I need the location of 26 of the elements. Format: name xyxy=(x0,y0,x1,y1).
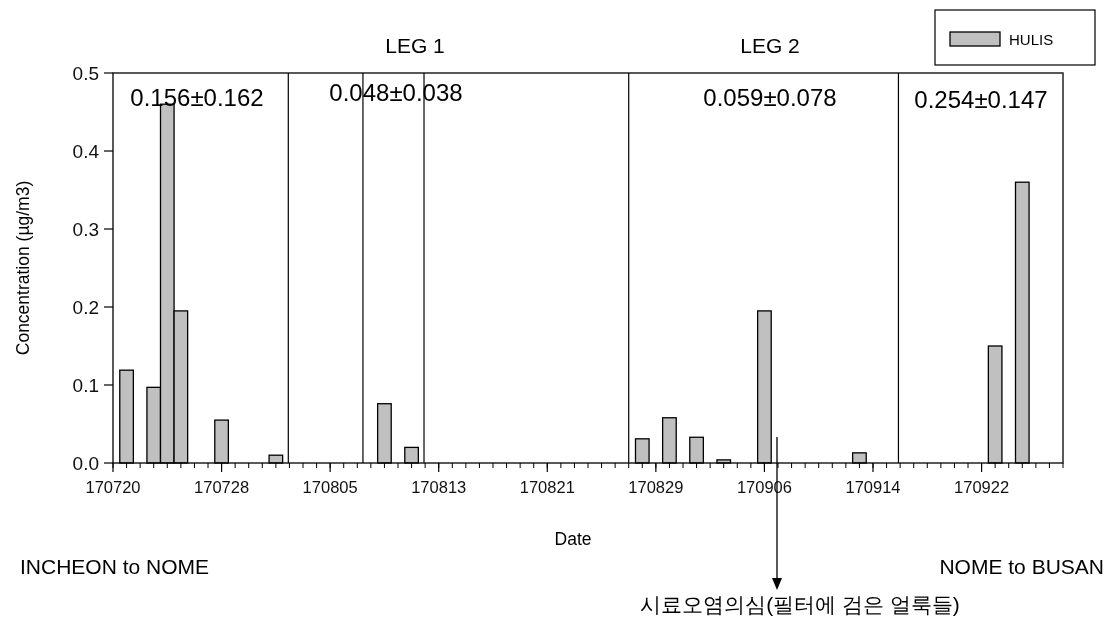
x-tick-label: 170720 xyxy=(85,478,141,496)
y-tick-label: 0.1 xyxy=(72,375,99,396)
y-tick-label: 0.5 xyxy=(72,63,99,84)
legend-label: HULIS xyxy=(1009,31,1054,48)
y-tick-label: 0.4 xyxy=(72,141,100,162)
x-tick-label: 170728 xyxy=(194,478,250,496)
y-tick-label: 0.0 xyxy=(72,453,99,474)
x-axis-title: Date xyxy=(554,529,592,549)
annotation: 0.156±0.162 xyxy=(130,84,264,111)
x-tick-label: 170805 xyxy=(302,478,358,496)
y-tick-label: 0.3 xyxy=(72,219,99,240)
text: 시료오염의심(필터에 검은 얼룩들) xyxy=(640,593,960,616)
x-tick-label: 170829 xyxy=(628,478,684,496)
x-tick-label: 170914 xyxy=(845,478,901,496)
text: INCHEON to NOME xyxy=(20,555,210,578)
annotation: 0.059±0.078 xyxy=(703,84,837,111)
annotation: 0.254±0.147 xyxy=(914,86,1048,113)
y-axis-title: Concentration (µg/m3) xyxy=(13,180,33,356)
legend: HULIS xyxy=(934,9,1096,66)
x-tick-label: 170821 xyxy=(519,478,575,496)
text: LEG 2 xyxy=(740,34,800,57)
y-tick-label: 0.2 xyxy=(72,297,99,318)
x-tick-label: 170813 xyxy=(411,478,467,496)
x-tick-label: 170922 xyxy=(954,478,1010,496)
text: LEG 1 xyxy=(385,34,445,57)
text: NOME to BUSAN xyxy=(939,555,1104,578)
